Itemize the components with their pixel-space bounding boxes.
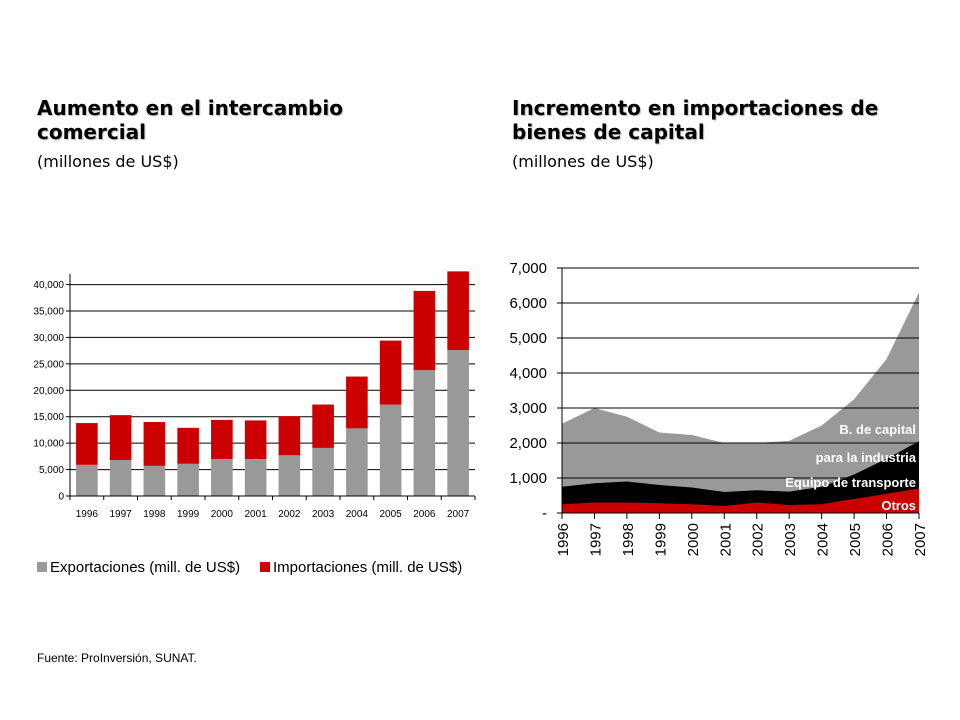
bar-exports xyxy=(278,455,301,496)
x-tick-label: 1997 xyxy=(110,509,133,520)
bar-imports xyxy=(379,340,402,405)
y-tick-label: 5,000 xyxy=(39,465,64,476)
bar-exports xyxy=(109,460,132,496)
y-tick-label: 6,000 xyxy=(509,295,547,312)
y-tick-label: 30,000 xyxy=(33,333,64,344)
bar-exports xyxy=(211,459,233,496)
y-tick-label: 10,000 xyxy=(33,439,64,450)
area-equipo-transporte xyxy=(562,441,919,513)
x-tick-label: 2000 xyxy=(685,523,702,556)
x-tick-label: 2002 xyxy=(750,523,767,556)
legend-swatch xyxy=(260,562,270,572)
bar-imports xyxy=(312,404,334,448)
area-label: B. de capital xyxy=(839,422,916,437)
y-tick-label: 40,000 xyxy=(33,280,64,291)
y-tick-label: 5,000 xyxy=(509,330,547,347)
area-label: Otros xyxy=(881,498,916,513)
source-note: Fuente: ProInversión, SUNAT. xyxy=(37,651,197,665)
bar-exports xyxy=(413,370,436,496)
bar-exports xyxy=(379,404,402,496)
y-tick-label: 15,000 xyxy=(33,412,64,423)
x-tick-label: 1999 xyxy=(652,523,669,556)
x-tick-label: 1999 xyxy=(177,509,200,520)
x-tick-label: 2002 xyxy=(278,509,301,520)
x-tick-label: 2004 xyxy=(346,509,369,520)
y-tick-label: - xyxy=(542,505,547,522)
y-tick-label: 1,000 xyxy=(509,470,547,487)
y-tick-label: 3,000 xyxy=(509,400,547,417)
y-tick-label: 4,000 xyxy=(509,365,547,382)
bar-exports xyxy=(447,350,469,496)
x-tick-label: 1996 xyxy=(76,509,99,520)
x-tick-label: 2001 xyxy=(717,523,734,556)
x-tick-label: 1997 xyxy=(587,523,604,556)
x-tick-label: 2006 xyxy=(880,523,897,556)
bar-imports xyxy=(346,376,368,429)
x-tick-label: 2007 xyxy=(447,509,470,520)
bar-imports xyxy=(413,290,436,371)
x-tick-label: 2005 xyxy=(847,523,864,556)
y-tick-label: 20,000 xyxy=(33,386,64,397)
area-bienes-capital xyxy=(562,292,919,513)
x-tick-label: 2003 xyxy=(312,509,335,520)
x-tick-label: 1998 xyxy=(620,523,637,556)
bar-exports xyxy=(143,465,166,496)
y-tick-label: 25,000 xyxy=(33,359,64,370)
bar-imports xyxy=(109,415,132,461)
x-tick-label: 2001 xyxy=(245,509,268,520)
bar-exports xyxy=(177,463,199,496)
bar-imports xyxy=(278,416,301,456)
bar-imports xyxy=(211,419,233,459)
bar-imports xyxy=(177,427,199,464)
bar-imports xyxy=(244,420,267,459)
x-tick-label: 2007 xyxy=(912,523,929,556)
x-tick-label: 2004 xyxy=(815,523,832,556)
x-tick-label: 2006 xyxy=(413,509,436,520)
bar-imports xyxy=(447,271,469,351)
bar-exports xyxy=(76,464,98,496)
bar-exports xyxy=(312,447,334,496)
left-chart-title: Aumento en el intercambio comercial xyxy=(37,96,343,144)
right-chart-subtitle: (millones de US$) xyxy=(512,152,654,171)
x-tick-label: 2005 xyxy=(380,509,403,520)
area-label: Equipo de transporte xyxy=(785,475,916,490)
bar-exports xyxy=(346,428,368,496)
x-tick-label: 2003 xyxy=(782,523,799,556)
area-otros xyxy=(562,488,919,513)
y-tick-label: 2,000 xyxy=(509,435,547,452)
legend-label: Exportaciones (mill. de US$) xyxy=(50,559,240,576)
y-tick-label: 0 xyxy=(58,492,64,503)
legend-swatch xyxy=(37,562,47,572)
right-chart-title: Incremento en importaciones de bienes de… xyxy=(512,96,879,144)
left-chart-subtitle: (millones de US$) xyxy=(37,152,179,171)
x-tick-label: 2000 xyxy=(211,509,234,520)
bar-exports xyxy=(244,459,267,496)
y-tick-label: 7,000 xyxy=(509,260,547,277)
legend-label: Importaciones (mill. de US$) xyxy=(273,559,462,576)
bar-imports xyxy=(143,422,166,466)
x-tick-label: 1996 xyxy=(555,523,572,556)
bar-imports xyxy=(76,423,98,465)
y-tick-label: 35,000 xyxy=(33,307,64,318)
x-tick-label: 1998 xyxy=(143,509,166,520)
area-label: para la industria xyxy=(816,450,917,465)
